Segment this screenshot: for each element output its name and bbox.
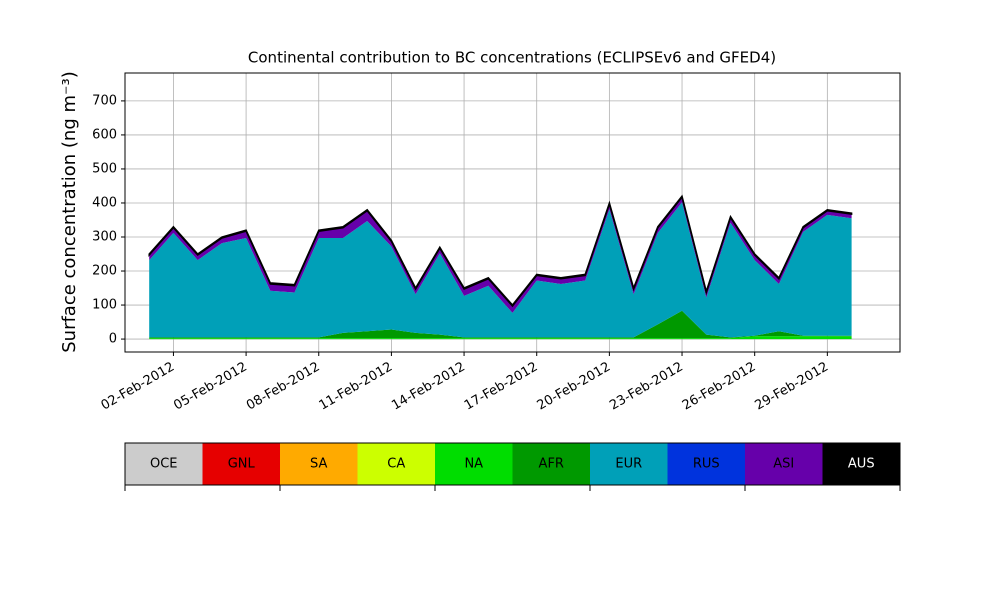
plot-frame (124, 72, 901, 353)
x-tick-label: 26-Feb-2012 (680, 360, 759, 414)
legend-label: CA (387, 457, 405, 472)
chart-title: Continental contribution to BC concentra… (248, 49, 776, 67)
x-tick-label: 17-Feb-2012 (462, 360, 541, 414)
y-tick-label: 0 (109, 332, 117, 347)
x-tick-label: 20-Feb-2012 (535, 360, 614, 414)
area (149, 202, 852, 338)
legend-swatch (590, 443, 668, 485)
legend-label: ASI (773, 457, 794, 472)
legend-label: NA (464, 457, 483, 472)
legend-label: OCE (150, 457, 178, 472)
legend-swatch (822, 443, 900, 485)
x-tick-label: 23-Feb-2012 (607, 360, 686, 414)
y-axis-label: Surface concentration (ng m⁻³) (59, 71, 80, 353)
x-tick-label: 14-Feb-2012 (389, 360, 468, 414)
legend-label: EUR (615, 457, 642, 472)
area (149, 336, 852, 340)
legend-label: RUS (693, 457, 720, 472)
legend-swatch (512, 443, 590, 485)
legend-label: AFR (539, 457, 564, 472)
y-tick-label: 200 (92, 264, 117, 279)
legend-swatch (125, 443, 203, 485)
y-tick-label: 600 (92, 127, 117, 142)
x-tick-label: 08-Feb-2012 (244, 360, 323, 414)
x-tick-label: 29-Feb-2012 (753, 360, 832, 414)
y-tick-label: 400 (92, 195, 117, 210)
x-tick-label: 11-Feb-2012 (317, 360, 396, 414)
x-tick-label: 05-Feb-2012 (171, 360, 250, 414)
area (149, 310, 852, 339)
y-tick-label: 300 (92, 229, 117, 244)
legend-label: GNL (228, 457, 256, 472)
x-tick-label: 02-Feb-2012 (99, 360, 178, 414)
y-tick-label: 500 (92, 161, 117, 176)
y-tick-label: 100 (92, 298, 117, 313)
legend-swatch (745, 443, 823, 485)
area (148, 194, 853, 308)
y-tick-label: 700 (92, 93, 117, 108)
legend-swatch (202, 443, 280, 485)
legend-swatch (667, 443, 745, 485)
legend-label: SA (310, 457, 327, 472)
legend-label: AUS (848, 457, 875, 472)
legend-swatch (435, 443, 513, 485)
legend-frame (124, 442, 901, 486)
legend-swatch (280, 443, 358, 485)
legend-swatch (357, 443, 435, 485)
